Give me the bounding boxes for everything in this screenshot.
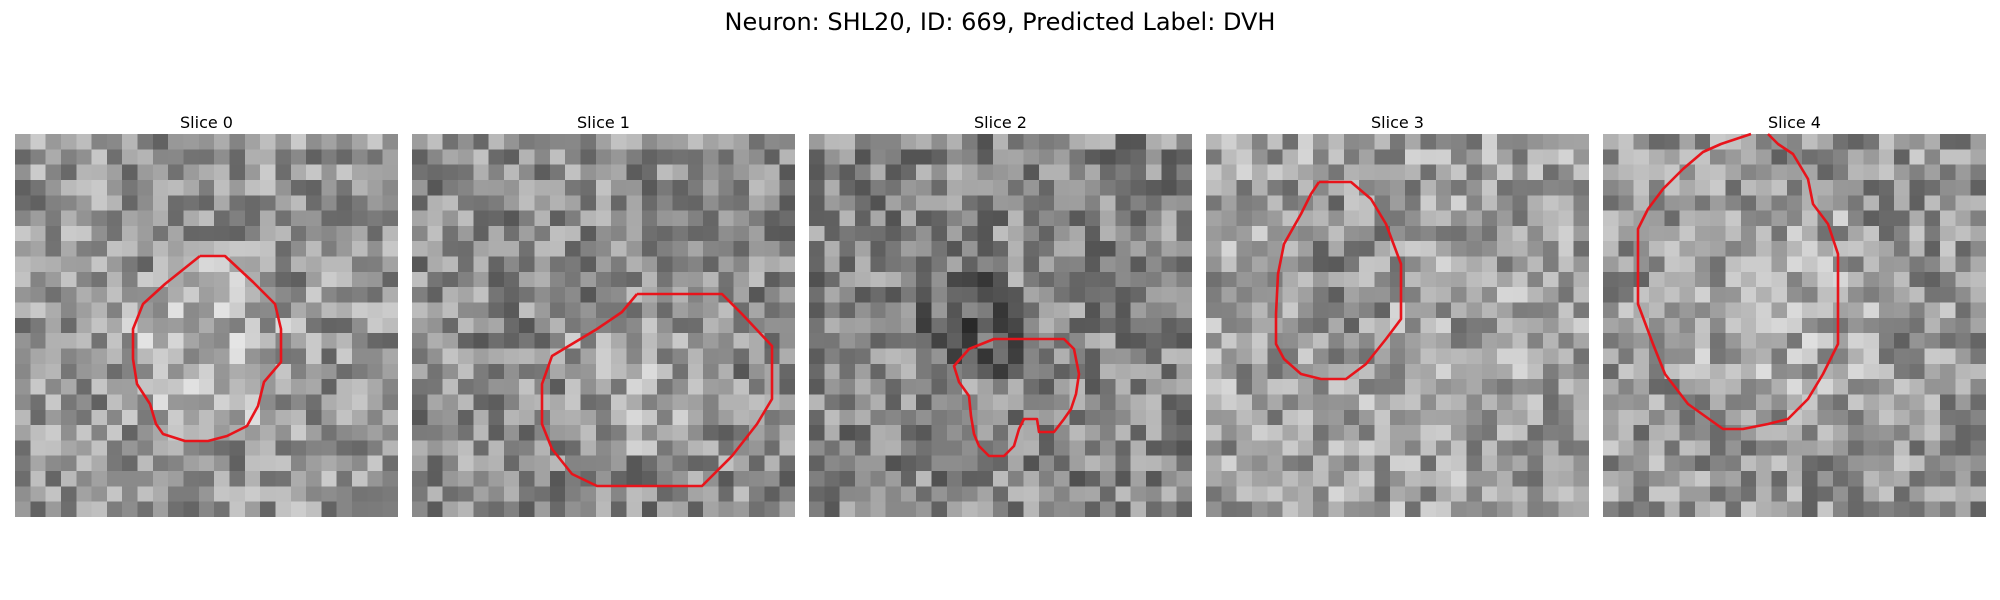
slice-title: Slice 0 (15, 112, 398, 134)
roi-contour (1276, 182, 1401, 379)
slice-title: Slice 2 (809, 112, 1192, 134)
slice-image-1 (412, 134, 795, 517)
roi-contour (542, 294, 772, 486)
slice-image-4 (1603, 134, 1986, 517)
slice-panel-4: Slice 4 (1603, 112, 1986, 517)
roi-contour (133, 256, 281, 441)
slice-panel-3: Slice 3 (1206, 112, 1589, 517)
slice-title: Slice 4 (1603, 112, 1986, 134)
contour-overlay (809, 134, 1192, 517)
slice-title: Slice 3 (1206, 112, 1589, 134)
roi-contour (954, 339, 1079, 456)
slice-panel-0: Slice 0 (15, 112, 398, 517)
contour-overlay (1603, 134, 1986, 517)
contour-overlay (1206, 134, 1589, 517)
contour-overlay (15, 134, 398, 517)
roi-contour (1638, 134, 1838, 429)
contour-overlay (412, 134, 795, 517)
slice-image-2 (809, 134, 1192, 517)
figure-title: Neuron: SHL20, ID: 669, Predicted Label:… (0, 8, 2000, 36)
slice-image-0 (15, 134, 398, 517)
slice-panel-1: Slice 1 (412, 112, 795, 517)
slice-panel-2: Slice 2 (809, 112, 1192, 517)
slice-title: Slice 1 (412, 112, 795, 134)
slice-image-3 (1206, 134, 1589, 517)
